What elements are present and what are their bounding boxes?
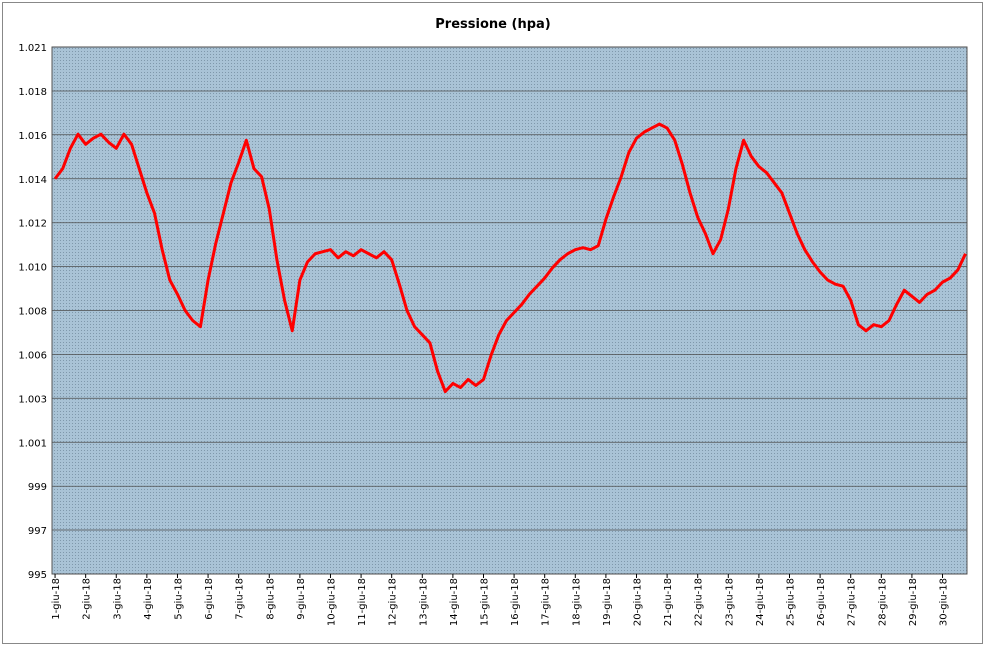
y-tick-label: 995 <box>28 570 47 581</box>
y-tick-label: 1.010 <box>18 263 47 274</box>
x-tick-label: 22-giu-18 <box>694 578 705 626</box>
x-tick-label: 15-giu-18 <box>479 578 490 626</box>
y-tick-label: 999 <box>28 482 47 493</box>
x-tick-label: 21-giu-18 <box>663 578 674 626</box>
x-tick-label: 26-giu-18 <box>816 578 827 626</box>
y-tick-label: 1.006 <box>18 350 47 361</box>
x-tick-label: 24-giu-18 <box>755 578 766 626</box>
x-tick-label: 12-giu-18 <box>388 578 399 626</box>
x-tick-label: 4-giu-18 <box>143 578 154 620</box>
x-tick-label: 23-giu-18 <box>724 578 735 626</box>
y-tick-label: 1.014 <box>18 175 47 186</box>
y-tick-label: 1.003 <box>18 394 47 405</box>
x-tick-label: 5-giu-18 <box>173 578 184 620</box>
x-tick-label: 7-giu-18 <box>235 578 246 620</box>
y-tick-label: 1.016 <box>18 131 47 142</box>
x-tick-label: 13-giu-18 <box>418 578 429 626</box>
x-tick-label: 30-giu-18 <box>939 578 950 626</box>
x-tick-label: 18-giu-18 <box>571 578 582 626</box>
x-tick-label: 11-giu-18 <box>357 578 368 626</box>
x-tick-label: 20-giu-18 <box>632 578 643 626</box>
data-line <box>53 122 967 394</box>
x-tick-label: 29-giu-18 <box>908 578 919 626</box>
x-tick-label: 3-giu-18 <box>112 578 123 620</box>
y-tick-label: 1.008 <box>18 307 47 318</box>
x-tick-label: 9-giu-18 <box>296 578 307 620</box>
x-tick-label: 17-giu-18 <box>541 578 552 626</box>
x-tick-label: 14-giu-18 <box>449 578 460 626</box>
y-tick-label: 1.021 <box>18 43 47 54</box>
x-tick-label: 19-giu-18 <box>602 578 613 626</box>
x-tick-label: 27-giu-18 <box>847 578 858 626</box>
x-tick-label: 2-giu-18 <box>82 578 93 620</box>
x-tick-label: 25-giu-18 <box>786 578 797 626</box>
x-tick-label: 28-giu-18 <box>877 578 888 626</box>
y-tick-label: 1.001 <box>18 438 47 449</box>
x-tick-label: 8-giu-18 <box>265 578 276 620</box>
x-tick-label: 16-giu-18 <box>510 578 521 626</box>
chart-title: Pressione (hpa) <box>435 17 550 32</box>
x-tick-label: 10-giu-18 <box>326 578 337 626</box>
x-tick-label: 6-giu-18 <box>204 578 215 620</box>
y-tick-label: 997 <box>28 526 47 537</box>
y-tick-label: 1.012 <box>18 219 47 230</box>
y-tick-label: 1.018 <box>18 87 47 98</box>
x-tick-label: 1-giu-18 <box>51 578 62 620</box>
